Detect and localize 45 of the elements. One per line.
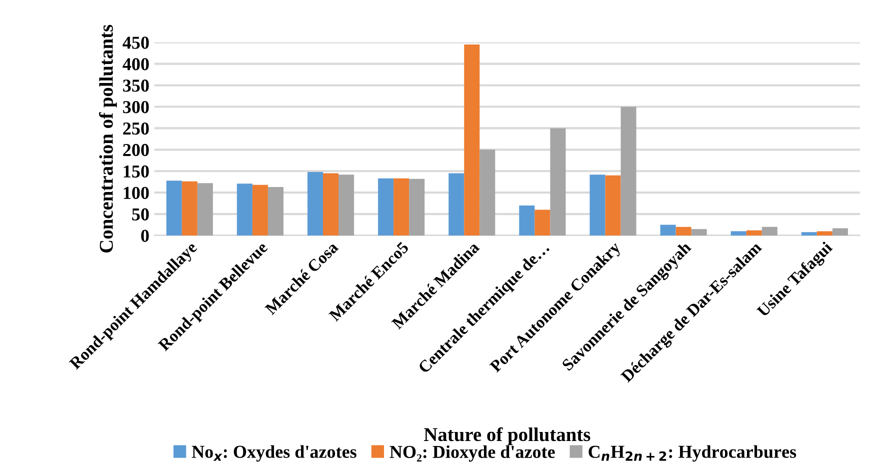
bar [378, 178, 394, 236]
legend-label: No$_{x}$: Oxydes d'azotes [192, 445, 356, 462]
y-tick-label: 300 [123, 101, 149, 114]
bar [409, 178, 425, 236]
bar [534, 210, 550, 236]
bar [307, 172, 323, 236]
y-tick-label: 100 [124, 186, 149, 200]
bar [448, 173, 464, 236]
bar [605, 175, 621, 236]
bar [166, 180, 182, 236]
y-tick-label: 350 [123, 80, 149, 92]
y-tick-label: 150 [124, 165, 149, 178]
bar [832, 228, 848, 236]
bar [519, 205, 535, 236]
legend-label: C$_{n}$H$_{2n+2}$: Hydrocarbures [588, 445, 796, 462]
bar [182, 181, 198, 236]
y-tick-label: 50 [132, 208, 149, 220]
bar [322, 173, 339, 236]
bar [730, 231, 746, 236]
bar [590, 174, 606, 236]
y-axis-title: Concentration of pollutants [99, 24, 117, 252]
legend-label: NO₂: Dioxyde d'azote [390, 445, 555, 462]
bar [197, 183, 213, 236]
bar [236, 184, 252, 236]
bar [338, 174, 354, 236]
bar [762, 226, 778, 236]
bar [691, 229, 707, 236]
bar [660, 224, 676, 236]
bar [480, 150, 496, 236]
bar [550, 128, 566, 236]
bar [801, 232, 817, 236]
y-tick-label: 200 [123, 144, 149, 156]
y-tick-label: 250 [123, 122, 149, 135]
x-axis-title: Nature of pollutants [424, 427, 590, 446]
y-tick-label: 450 [122, 36, 149, 49]
bar [676, 226, 692, 236]
bar [816, 231, 832, 236]
y-tick-label: 0 [141, 230, 149, 242]
bar [394, 178, 410, 236]
bar [746, 230, 762, 236]
bar [464, 44, 480, 236]
bar [252, 184, 268, 236]
y-tick-label: 400 [122, 58, 149, 70]
bar [268, 187, 284, 236]
bar [620, 106, 636, 236]
